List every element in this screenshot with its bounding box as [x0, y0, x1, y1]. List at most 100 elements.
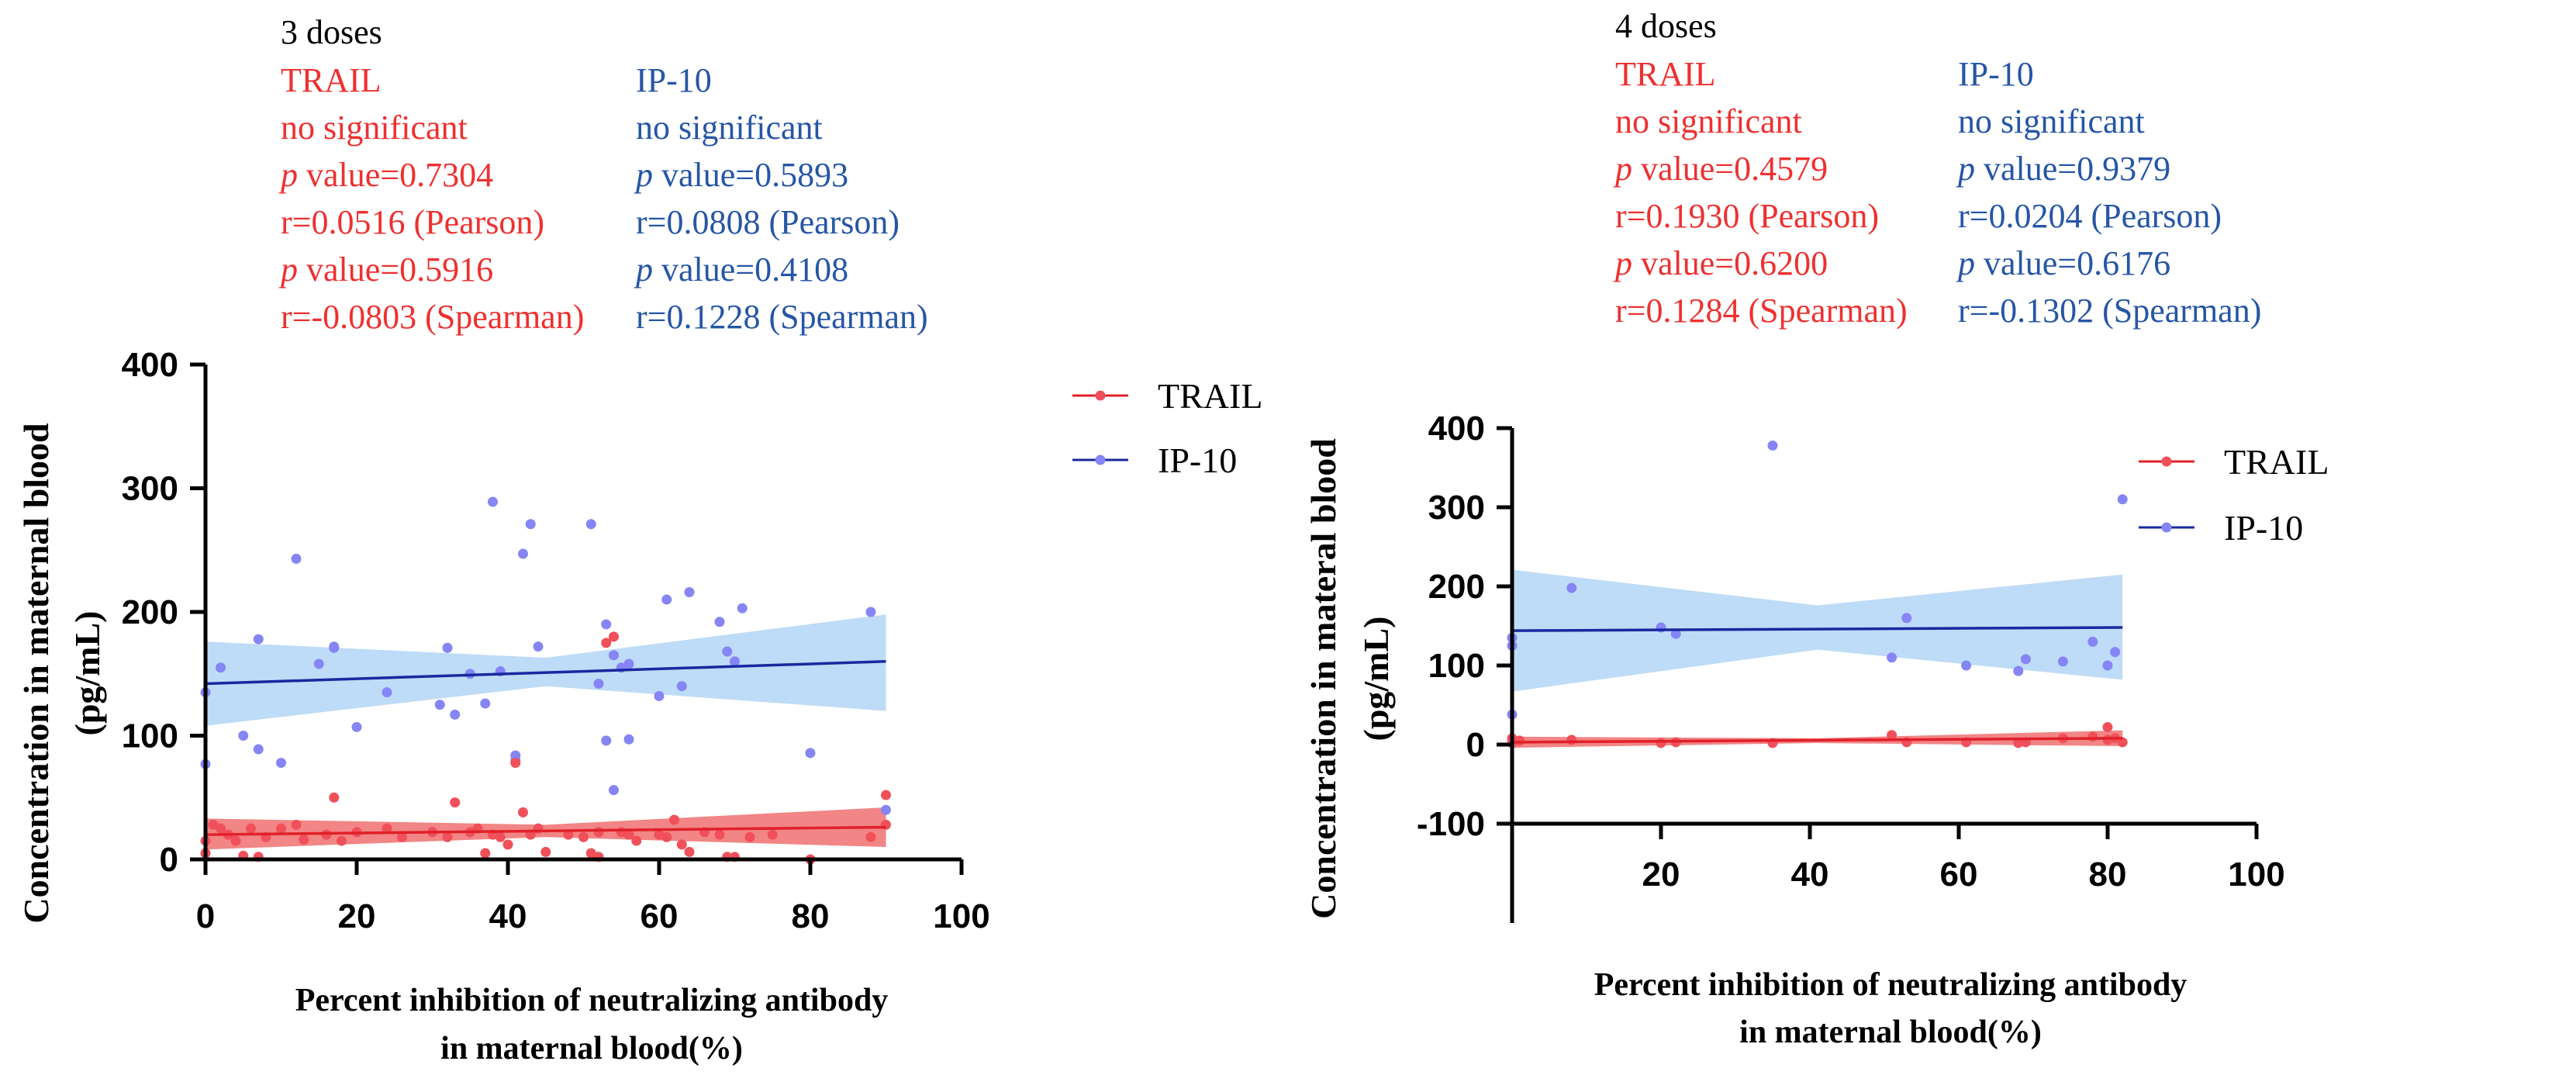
ip10-stat-line: p value=0.5893 [634, 156, 848, 194]
trail-data-point [676, 839, 687, 850]
trail-legend-item: TRAIL [1072, 376, 1262, 416]
trail-data-point [1514, 735, 1525, 746]
ip10-data-point [609, 785, 619, 796]
x-axis-label: Percent inhibition of neutralizing antib… [1594, 967, 2188, 1003]
trail-confidence-band [205, 807, 886, 850]
trail-stat-line: p value=0.6200 [1613, 244, 1828, 282]
trail-data-point [495, 831, 506, 842]
ip10-stat-line: IP-10 [636, 61, 712, 99]
ip10-data-point [1767, 440, 1778, 451]
trail-data-point [230, 835, 241, 846]
x-tick-label: 60 [1940, 856, 1978, 894]
trail-data-point [208, 819, 219, 830]
ip10-data-point [216, 662, 226, 673]
trail-data-point [442, 831, 453, 842]
legend-label: IP-10 [1158, 441, 1237, 480]
ip10-data-point [1961, 660, 1972, 671]
trail-stat-line: r=0.0516 (Pearson) [281, 203, 544, 241]
ip10-data-point [601, 619, 612, 630]
trail-data-point [609, 631, 619, 642]
ip10-stat-line: p value=0.6176 [1956, 244, 2170, 282]
ip10-data-point [276, 758, 286, 769]
ip10-data-point [737, 603, 748, 614]
ip10-data-point [238, 731, 249, 741]
trail-data-point [291, 819, 302, 830]
trail-data-point [563, 829, 574, 840]
y-tick-label: 200 [122, 593, 178, 631]
y-axis-label: (pg/mL) [67, 611, 107, 736]
ip10-data-point [291, 553, 302, 564]
ip10-stat-line: no significant [636, 109, 823, 147]
ip10-data-point [253, 634, 264, 645]
x-tick-label: 60 [641, 897, 679, 935]
trail-data-point [601, 638, 612, 648]
trail-data-point [1566, 735, 1577, 745]
legend-marker [2161, 522, 2172, 533]
trail-data-point [329, 792, 340, 803]
ip10-data-point [1566, 582, 1577, 593]
y-tick-label: 0 [160, 841, 178, 879]
trail-data-point [623, 829, 634, 840]
trail-data-point [578, 831, 589, 842]
ip10-confidence-band [205, 614, 886, 726]
legend-label: IP-10 [2224, 508, 2303, 548]
trail-stat-line: r=0.1930 (Pearson) [1615, 197, 1879, 235]
ip10-data-point [1670, 628, 1681, 639]
ip10-data-point [623, 734, 634, 745]
ip10-data-point [593, 679, 604, 690]
legend-label: TRAIL [1158, 376, 1262, 416]
trail-data-point [661, 831, 672, 842]
x-axis-label: in maternal blood(%) [1739, 1015, 2042, 1050]
ip10-data-point [518, 548, 528, 559]
ip10-data-point [585, 519, 596, 530]
ip10-data-point [2102, 660, 2113, 671]
ip10-data-point [351, 721, 362, 732]
y-axis-label: Concentration in maternal blood [16, 423, 56, 924]
ip10-data-point [533, 641, 544, 652]
ip10-data-point [609, 650, 619, 661]
ip10-data-point [442, 642, 453, 653]
ip10-data-point [480, 698, 491, 709]
trail-stat-line: p value=0.7304 [278, 156, 493, 194]
trail-data-point [1887, 730, 1897, 741]
ip10-data-point [2020, 654, 2031, 665]
trail-data-point [397, 831, 407, 842]
trail-data-point [1656, 738, 1666, 748]
trail-data-point [881, 790, 891, 800]
legend-marker [2161, 456, 2172, 467]
trail-data-point [276, 823, 286, 834]
ip10-data-point [450, 709, 461, 720]
ip10-data-point [601, 735, 612, 746]
trail-data-point [502, 839, 513, 850]
chart-panel-2: 4 doses TRAIL no significant p value=0.4579… [1304, 7, 2329, 1050]
trail-data-point [2117, 737, 2128, 748]
ip10-stat-line: p value=0.4108 [634, 251, 848, 289]
trail-data-point [246, 823, 256, 834]
y-tick-label: 300 [1428, 489, 1485, 527]
legend-label: TRAIL [2224, 442, 2329, 482]
chart-panel-1: 3 doses TRAIL no significant p value=0.7304… [16, 13, 1262, 1066]
trail-data-point [518, 807, 528, 817]
ip10-legend-item: IP-10 [1072, 441, 1237, 480]
ip10-confidence-band [1512, 569, 2123, 692]
trail-stat-line: r=-0.0803 (Spearman) [281, 298, 584, 336]
x-axis-label: Percent inhibition of neutralizing antib… [295, 983, 889, 1018]
trail-data-point [669, 814, 679, 825]
ip10-data-point [329, 642, 340, 653]
y-axis-label: (pg/mL) [1356, 617, 1396, 741]
ip10-stat-line: no significant [1958, 102, 2145, 140]
ip10-data-point [2013, 665, 2024, 676]
trail-legend-item: TRAIL [2139, 442, 2329, 482]
trail-data-point [480, 848, 491, 859]
legend-marker [1095, 455, 1106, 465]
ip10-data-point [488, 496, 498, 507]
x-tick-label: 20 [338, 897, 376, 935]
ip10-data-point [253, 744, 264, 755]
ip10-data-point [313, 658, 324, 669]
ip10-data-point [714, 617, 725, 627]
y-tick-label: 0 [1466, 726, 1485, 764]
x-tick-label: 40 [1791, 856, 1829, 894]
ip10-stat-line: p value=0.9379 [1956, 150, 2170, 188]
